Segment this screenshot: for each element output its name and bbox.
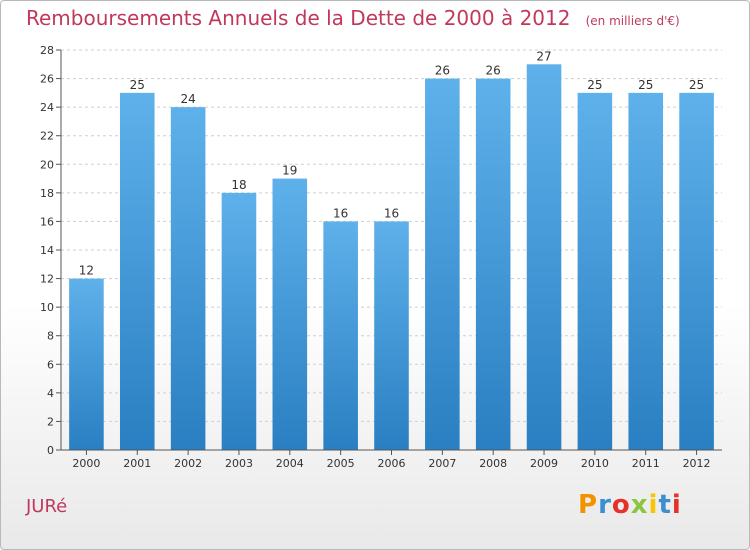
bar-2004[interactable]: [272, 178, 308, 451]
x-tick-label: 2002: [174, 457, 202, 470]
x-tick-label: 2007: [428, 457, 456, 470]
bar-2011[interactable]: [628, 92, 664, 450]
logo-letter: i: [671, 490, 682, 520]
y-tick-label: 6: [47, 358, 54, 371]
y-tick-label: 14: [40, 244, 54, 257]
y-tick-label: 22: [40, 130, 54, 143]
x-tick-label: 2001: [123, 457, 151, 470]
bar-value-label: 25: [689, 78, 704, 92]
x-tick-label: 2010: [581, 457, 609, 470]
chart-title-unit: (en milliers d'€): [585, 14, 680, 28]
y-tick-label: 24: [40, 101, 54, 114]
bar-value-label: 18: [231, 178, 246, 192]
y-tick-label: 8: [47, 330, 54, 343]
y-tick-label: 2: [47, 415, 54, 428]
bars: [69, 64, 714, 451]
bar-value-label: 26: [486, 64, 501, 78]
logo-letter: r: [598, 490, 612, 520]
x-tick-label: 2000: [72, 457, 100, 470]
x-tick-label: 2006: [378, 457, 406, 470]
commune-name: JURé: [26, 496, 68, 517]
chart-title: Remboursements Annuels de la Dette de 20…: [26, 6, 680, 30]
y-tick-label: 18: [40, 187, 54, 200]
y-tick-label: 26: [40, 73, 54, 86]
bar-value-label: 24: [180, 92, 195, 106]
y-tick-label: 12: [40, 273, 54, 286]
x-tick-label: 2012: [683, 457, 711, 470]
logo-letter: o: [611, 490, 631, 520]
x-tick-label: 2008: [479, 457, 507, 470]
logo-letter: i: [648, 490, 659, 520]
bar-value-label: 27: [536, 49, 551, 63]
x-tick-label: 2011: [632, 457, 660, 470]
proxiti-logo[interactable]: Proxiti: [578, 490, 682, 520]
labels: 0246810121416182022242628122000252001242…: [40, 44, 711, 470]
bar-2005[interactable]: [323, 221, 358, 450]
bar-2002[interactable]: [170, 107, 206, 451]
logo-letter: t: [658, 490, 672, 520]
logo-letter: P: [578, 490, 599, 520]
y-tick-label: 10: [40, 301, 54, 314]
bar-2007[interactable]: [425, 78, 460, 451]
bar-value-label: 12: [79, 264, 94, 278]
bar-2006[interactable]: [374, 221, 409, 450]
y-tick-label: 28: [40, 44, 54, 57]
bar-2009[interactable]: [526, 64, 562, 451]
bar-2001[interactable]: [119, 92, 155, 450]
bar-2003[interactable]: [221, 192, 257, 450]
bar-2012[interactable]: [679, 92, 714, 450]
x-tick-label: 2005: [327, 457, 355, 470]
y-tick-label: 0: [47, 444, 54, 457]
y-tick-label: 16: [40, 215, 54, 228]
logo-letter: x: [630, 490, 649, 520]
y-tick-label: 4: [47, 387, 54, 400]
bar-2010[interactable]: [577, 92, 613, 450]
x-tick-label: 2003: [225, 457, 253, 470]
bar-value-label: 26: [435, 64, 450, 78]
axes: [56, 49, 722, 455]
x-tick-label: 2004: [276, 457, 304, 470]
x-tick-label: 2009: [530, 457, 558, 470]
chart-title-main: Remboursements Annuels de la Dette de 20…: [26, 6, 571, 30]
bar-2008[interactable]: [475, 78, 511, 451]
bar-value-label: 16: [384, 206, 399, 220]
bar-value-label: 19: [282, 164, 297, 178]
bar-value-label: 16: [333, 206, 348, 220]
bar-2000[interactable]: [69, 278, 104, 450]
y-tick-label: 20: [40, 158, 54, 171]
bar-value-label: 25: [587, 78, 602, 92]
bar-value-label: 25: [638, 78, 653, 92]
bar-value-label: 25: [130, 78, 145, 92]
